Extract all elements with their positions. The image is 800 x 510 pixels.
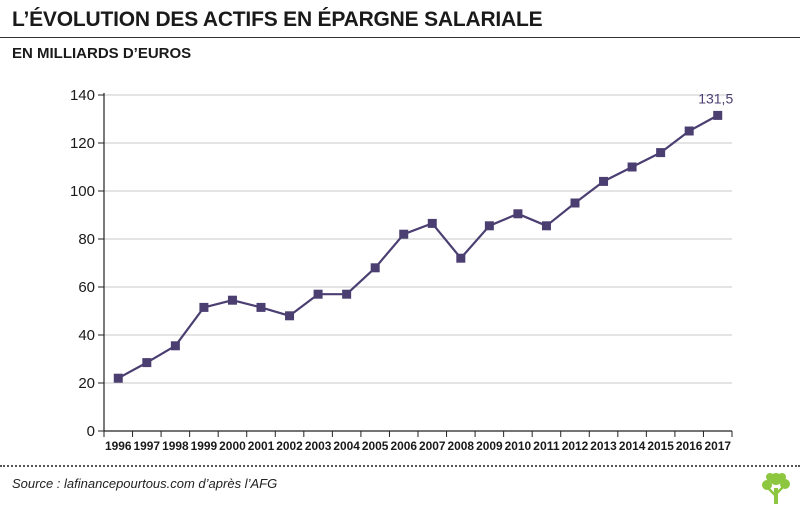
title-divider [0, 37, 800, 38]
data-point [142, 358, 152, 368]
x-tick-label: 2015 [647, 439, 674, 453]
x-tick-label: 1996 [105, 439, 132, 453]
y-tick-label: 20 [78, 375, 95, 392]
x-tick-label: 1998 [162, 439, 189, 453]
chart-subtitle: EN MILLIARDS D’EUROS [12, 45, 192, 62]
data-point [170, 341, 180, 351]
x-tick-label: 2017 [704, 439, 731, 453]
x-tick-label: 2009 [476, 439, 503, 453]
chart-title: L’ÉVOLUTION DES ACTIFS EN ÉPARGNE SALARI… [12, 8, 543, 31]
x-tick-label: 2011 [533, 439, 560, 453]
y-tick-label: 120 [70, 135, 95, 152]
data-point [713, 110, 723, 120]
data-point [656, 148, 666, 158]
data-point [342, 289, 352, 299]
x-tick-label: 2006 [390, 439, 417, 453]
y-tick-label: 80 [78, 231, 95, 248]
x-tick-label: 2000 [219, 439, 246, 453]
x-tick-label: 1999 [191, 439, 218, 453]
tree-icon [762, 473, 790, 504]
data-point [399, 229, 409, 239]
data-point [285, 311, 295, 321]
data-point [113, 373, 123, 383]
x-tick-label: 2016 [676, 439, 703, 453]
data-point [513, 209, 523, 219]
source-note: Source : lafinancepourtous.com d’après l… [12, 476, 278, 491]
data-point [627, 162, 637, 172]
x-tick-label: 2002 [276, 439, 303, 453]
data-point [227, 295, 237, 305]
data-point [541, 221, 551, 231]
x-tick-label: 1997 [134, 439, 161, 453]
x-tick-label: 2008 [448, 439, 475, 453]
y-tick-label: 60 [78, 279, 95, 296]
x-tick-label: 2005 [362, 439, 389, 453]
data-point [484, 221, 494, 231]
data-point [370, 263, 380, 273]
x-tick-label: 2014 [619, 439, 646, 453]
x-tick-label: 2003 [305, 439, 332, 453]
y-tick-label: 100 [70, 183, 95, 200]
y-tick-label: 0 [87, 423, 95, 440]
x-tick-label: 2010 [505, 439, 532, 453]
x-tick-label: 2012 [562, 439, 589, 453]
data-point [684, 126, 694, 136]
data-point [570, 198, 580, 208]
y-tick-label: 140 [70, 87, 95, 104]
data-point [599, 176, 609, 186]
footer-divider [0, 465, 800, 467]
data-point [199, 302, 209, 312]
data-point [313, 289, 323, 299]
data-label: 131,5 [698, 90, 733, 106]
data-point [427, 218, 437, 228]
series-line [117, 114, 719, 380]
x-tick-label: 2004 [333, 439, 360, 453]
x-tick-label: 2007 [419, 439, 446, 453]
x-tick-label: 2013 [590, 439, 617, 453]
y-tick-label: 40 [78, 327, 95, 344]
data-point [456, 253, 466, 263]
x-tick-label: 2001 [248, 439, 275, 453]
data-point [256, 302, 266, 312]
